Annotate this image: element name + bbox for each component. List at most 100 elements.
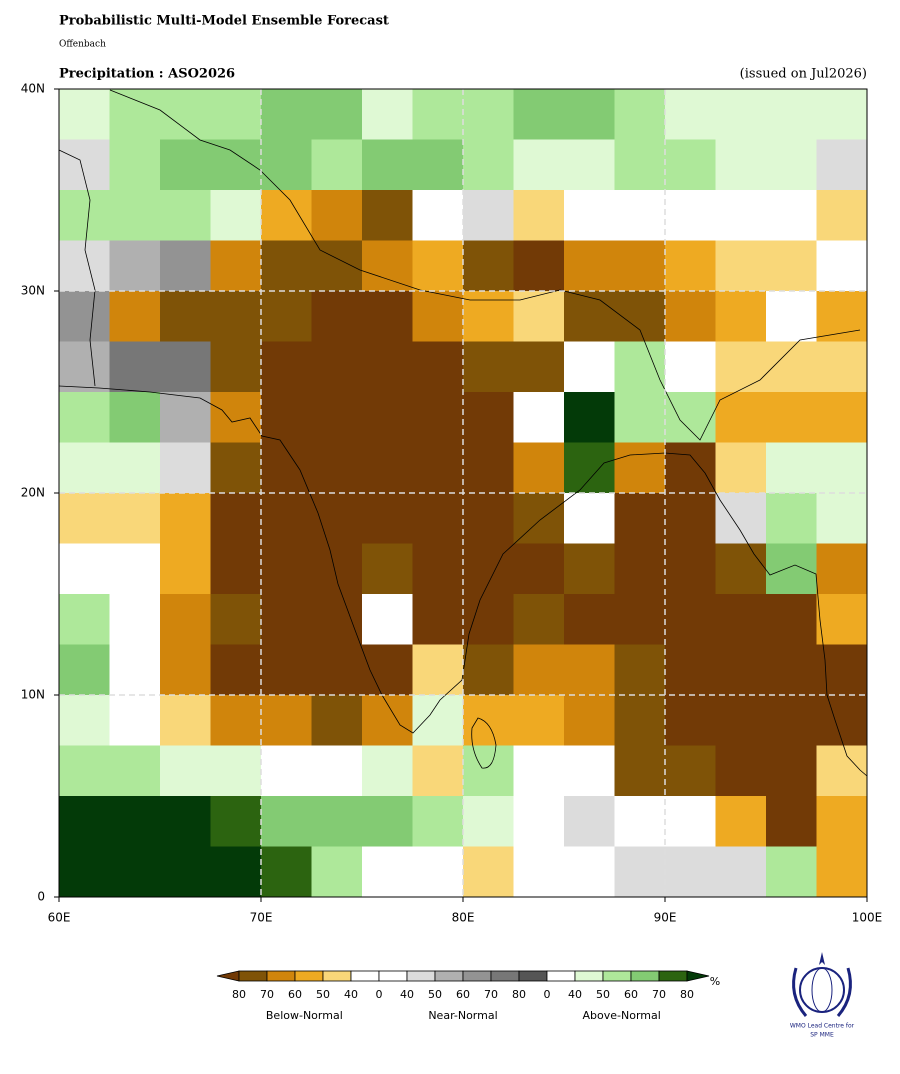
grid-cell <box>160 190 211 241</box>
grid-cell <box>715 190 767 241</box>
grid-cell <box>766 240 817 292</box>
grid-cell <box>564 493 615 544</box>
grid-cell <box>766 341 817 393</box>
grid-cell <box>261 392 312 443</box>
grid-cell <box>614 493 666 544</box>
grid-cell <box>614 594 666 645</box>
grid-cell <box>513 89 565 140</box>
grid-cell <box>766 139 817 191</box>
grid-cell <box>766 594 817 645</box>
grid-cell <box>160 240 211 292</box>
grid-cell <box>766 89 817 140</box>
grid-cell <box>210 695 262 746</box>
grid-cell <box>816 139 868 191</box>
grid-cell <box>210 291 262 342</box>
grid-cell <box>59 846 110 898</box>
grid-cell <box>362 190 413 241</box>
grid-cell <box>564 190 615 241</box>
grid-cell <box>816 89 868 140</box>
grid-cell <box>210 846 262 898</box>
grid-cell <box>564 594 615 645</box>
grid-cell <box>766 745 817 797</box>
y-tick-label: 0 <box>37 890 45 904</box>
colorbar-label: 70 <box>484 988 498 1001</box>
colorbar-box <box>546 970 576 982</box>
grid-cell <box>715 89 767 140</box>
grid-cell <box>59 796 110 847</box>
grid-cell <box>665 139 716 191</box>
logo-text: WMO Lead Centre for <box>790 1023 855 1030</box>
grid-cell <box>210 644 262 696</box>
colorbar: 80 70 60 50 40 0 40 50 60 70 80 0 40 50 60 70 80% Below-N… <box>216 970 720 1022</box>
grid-cell <box>261 493 312 544</box>
grid-cell <box>412 543 464 595</box>
grid-cell <box>766 644 817 696</box>
logo-text: SP MME <box>810 1032 834 1039</box>
colorbar-box <box>518 970 548 982</box>
grid-cell <box>311 846 363 898</box>
grid-cell <box>715 291 767 342</box>
grid-cell <box>564 139 615 191</box>
grid-cell <box>210 543 262 595</box>
grid-cell <box>564 745 615 797</box>
grid-cell <box>463 190 514 241</box>
colorbar-box <box>630 970 660 982</box>
grid-cell <box>311 745 363 797</box>
grid-cell <box>311 594 363 645</box>
grid-cell <box>261 594 312 645</box>
grid-cell <box>160 89 211 140</box>
grid-cell <box>665 695 716 746</box>
grid-cell <box>261 341 312 393</box>
colorbar-group: Above-Normal <box>583 1009 661 1022</box>
grid-cell <box>311 89 363 140</box>
grid-cell <box>665 190 716 241</box>
grid-cell <box>665 291 716 342</box>
grid-cell <box>614 644 666 696</box>
y-tick-label: 10N <box>21 688 45 702</box>
grid-cell <box>513 846 565 898</box>
grid-cell <box>715 594 767 645</box>
colorbar-box <box>602 970 632 982</box>
grid-cell <box>261 240 312 292</box>
grid-cell <box>412 89 464 140</box>
colorbar-label: 80 <box>680 988 694 1001</box>
grid-cell <box>614 139 666 191</box>
grid-cell <box>160 695 211 746</box>
grid-cell <box>463 594 514 645</box>
colorbar-label: 50 <box>428 988 442 1001</box>
grid-cell <box>715 644 767 696</box>
grid-cell <box>210 392 262 443</box>
grid-cell <box>715 846 767 898</box>
grid-cell <box>160 139 211 191</box>
grid-cell <box>564 291 615 342</box>
colorbar-box <box>434 970 464 982</box>
grid-cell <box>261 644 312 696</box>
grid-cell <box>109 240 161 292</box>
y-tick-label: 20N <box>21 486 45 500</box>
grid-cell <box>412 392 464 443</box>
grid-cell <box>766 190 817 241</box>
grid-cell <box>816 796 868 847</box>
grid-cell <box>160 341 211 393</box>
grid-cell <box>261 442 312 494</box>
grid-cell <box>362 745 413 797</box>
logo-star <box>819 952 825 965</box>
grid-cell <box>59 644 110 696</box>
grid-cell <box>816 745 868 797</box>
colorbar-box <box>658 970 688 982</box>
grid-cell <box>665 745 716 797</box>
grid-cell <box>362 644 413 696</box>
grid-cell <box>210 341 262 393</box>
grid-cell <box>412 341 464 393</box>
grid-cell <box>210 139 262 191</box>
grid-cell <box>816 846 868 898</box>
grid-cell <box>816 291 868 342</box>
grid-cell <box>160 644 211 696</box>
grid-cell <box>412 190 464 241</box>
grid-cell <box>362 493 413 544</box>
grid-cell <box>463 695 514 746</box>
colorbar-box <box>238 970 268 982</box>
grid-cell <box>362 846 413 898</box>
x-tick-label: 80E <box>452 911 475 925</box>
grid-cell <box>665 594 716 645</box>
